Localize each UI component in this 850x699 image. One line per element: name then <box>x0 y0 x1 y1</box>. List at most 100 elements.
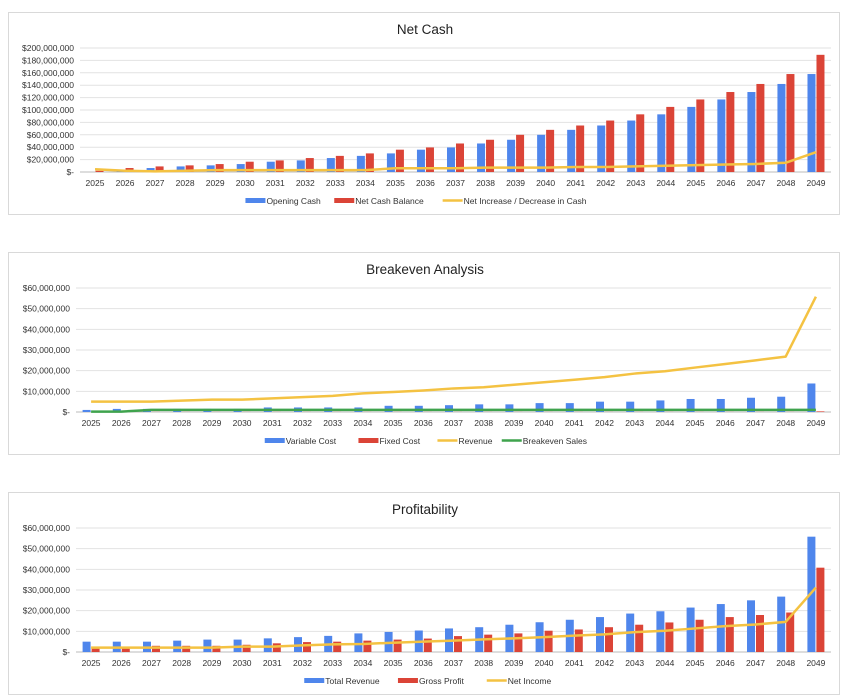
legend-label: Gross Profit <box>419 676 465 686</box>
bar-net-cash-balance <box>456 143 464 172</box>
x-tick-label: 2033 <box>323 658 342 668</box>
bar-total-revenue <box>82 641 91 652</box>
x-tick-label: 2029 <box>206 178 225 188</box>
line-revenue <box>91 296 818 403</box>
bar-gross-profit <box>574 629 583 652</box>
x-tick-label: 2039 <box>506 178 525 188</box>
x-tick-label: 2035 <box>384 418 403 428</box>
bar-opening-cash <box>146 168 155 172</box>
x-tick-label: 2035 <box>386 178 405 188</box>
bar-net-cash-balance <box>215 164 224 172</box>
legend-label: Total Revenue <box>325 676 380 686</box>
bar-gross-profit <box>212 645 221 652</box>
x-tick-label: 2041 <box>565 658 584 668</box>
bar-gross-profit <box>816 567 825 652</box>
bar-opening-cash <box>777 83 786 172</box>
x-tick-label: 2048 <box>776 658 795 668</box>
x-tick-label: 2045 <box>686 418 705 428</box>
y-tick-label: $40,000,000 <box>27 142 75 152</box>
bar-gross-profit <box>242 644 251 652</box>
y-tick-label: $20,000,000 <box>23 606 71 616</box>
x-tick-label: 2029 <box>202 418 221 428</box>
x-tick-label: 2026 <box>116 178 135 188</box>
x-tick-label: 2044 <box>655 418 674 428</box>
x-tick-label: 2037 <box>446 178 465 188</box>
y-tick-label: $60,000,000 <box>23 283 71 293</box>
bar-variable-cost <box>505 404 514 412</box>
legend-swatch <box>358 438 379 443</box>
bar-opening-cash <box>687 106 696 172</box>
bar-gross-profit <box>121 647 130 652</box>
x-tick-label: 2028 <box>172 658 191 668</box>
x-tick-label: 2039 <box>504 658 523 668</box>
bar-gross-profit <box>725 617 734 652</box>
x-tick-label: 2029 <box>202 658 221 668</box>
y-tick-label: $20,000,000 <box>23 366 71 376</box>
bar-opening-cash <box>236 164 245 172</box>
y-tick-label: $10,000,000 <box>23 626 71 636</box>
y-tick-label: $140,000,000 <box>22 80 74 90</box>
legend-label: Net Increase / Decrease in Cash <box>464 196 587 206</box>
legend-swatch <box>245 198 266 203</box>
line-breakeven-sales <box>91 408 816 413</box>
chart-title: Breakeven Analysis <box>366 262 484 277</box>
x-tick-label: 2026 <box>112 418 131 428</box>
x-tick-label: 2047 <box>746 418 765 428</box>
chart-title: Profitability <box>392 502 458 517</box>
y-tick-label: $10,000,000 <box>23 386 71 396</box>
bar-net-cash-balance <box>395 149 404 172</box>
x-tick-label: 2031 <box>263 418 282 428</box>
x-tick-label: 2032 <box>296 178 315 188</box>
x-tick-label: 2044 <box>656 178 675 188</box>
bar-variable-cost <box>777 396 786 412</box>
x-tick-label: 2038 <box>474 658 493 668</box>
profitability-svg: Profitability $- $10,000,000 $20,000,000 $30… <box>23 502 831 686</box>
x-tick-label: 2042 <box>595 418 614 428</box>
x-tick-label: 2046 <box>716 418 735 428</box>
bar-gross-profit <box>333 641 342 652</box>
x-tick-label: 2043 <box>626 178 645 188</box>
x-tick-label: 2030 <box>236 178 255 188</box>
x-tick-label: 2036 <box>416 178 435 188</box>
bar-net-cash-balance <box>516 134 525 172</box>
bar-opening-cash <box>747 92 756 172</box>
x-tick-label: 2041 <box>565 418 584 428</box>
bar-variable-cost <box>807 383 816 412</box>
bar-opening-cash <box>326 158 335 172</box>
bar-net-cash-balance <box>95 170 104 172</box>
legend-label: Fixed Cost <box>379 436 420 446</box>
x-tick-label: 2043 <box>625 418 644 428</box>
x-tick-label: 2038 <box>474 418 493 428</box>
x-tick-label: 2026 <box>112 658 131 668</box>
bar-total-revenue <box>173 640 182 652</box>
x-tick-label: 2049 <box>806 418 825 428</box>
bar-net-cash-balance <box>275 160 284 172</box>
bar-gross-profit <box>363 640 372 652</box>
x-tick-label: 2041 <box>566 178 585 188</box>
y-tick-label: $30,000,000 <box>23 585 71 595</box>
bar-net-cash-balance <box>425 147 434 172</box>
bar-variable-cost <box>535 403 544 412</box>
bar-opening-cash <box>296 160 305 172</box>
y-tick-label: $50,000,000 <box>23 544 71 554</box>
x-tick-label: 2027 <box>146 178 165 188</box>
x-tick-label: 2031 <box>263 658 282 668</box>
bar-gross-profit <box>454 636 462 652</box>
x-tick-label: 2032 <box>293 418 312 428</box>
bar-opening-cash <box>567 129 576 172</box>
bar-net-cash-balance <box>546 129 555 172</box>
legend-label: Net Cash Balance <box>355 196 424 206</box>
bar-opening-cash <box>657 114 666 172</box>
y-tick-label: $60,000,000 <box>23 523 71 533</box>
bar-gross-profit <box>665 622 674 652</box>
x-tick-label: 2030 <box>233 658 252 668</box>
y-tick-label: $40,000,000 <box>23 564 71 574</box>
x-tick-label: 2034 <box>356 178 375 188</box>
legend-label: Breakeven Sales <box>523 436 587 446</box>
y-tick-label: $- <box>62 407 70 417</box>
y-tick-label: $50,000,000 <box>23 304 71 314</box>
x-tick-label: 2037 <box>444 418 463 428</box>
bar-variable-cost <box>716 398 725 412</box>
y-tick-label: $180,000,000 <box>22 55 74 65</box>
x-tick-label: 2035 <box>384 658 403 668</box>
